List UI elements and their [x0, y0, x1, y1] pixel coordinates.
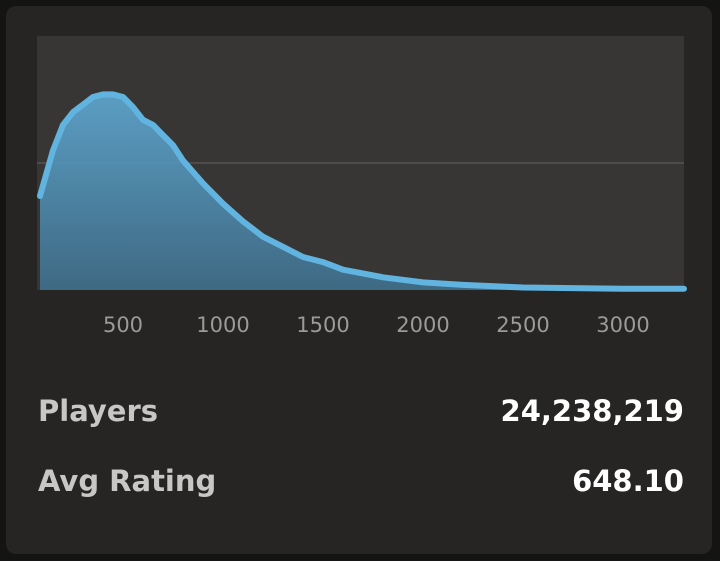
area [40, 94, 684, 291]
stat-value: 24,238,219 [500, 394, 684, 428]
x-tick-label: 2000 [396, 313, 449, 337]
card: 500 1000 1500 2000 2500 3000 Players 24,238,2… [6, 6, 712, 554]
stat-label: Players [38, 394, 159, 428]
stat-row: Avg Rating 648.10 [38, 464, 684, 498]
x-tick-label: 1000 [196, 313, 249, 337]
x-tick-label: 3000 [596, 313, 649, 337]
x-tick-label: 500 [103, 313, 143, 337]
stat-value: 648.10 [572, 464, 684, 498]
x-tick-label: 2500 [496, 313, 549, 337]
x-tick-label: 1500 [296, 313, 349, 337]
stat-row: Players 24,238,219 [38, 394, 684, 428]
stat-label: Avg Rating [38, 464, 217, 498]
chart: 500 1000 1500 2000 2500 3000 [37, 36, 687, 337]
line [37, 91, 687, 292]
